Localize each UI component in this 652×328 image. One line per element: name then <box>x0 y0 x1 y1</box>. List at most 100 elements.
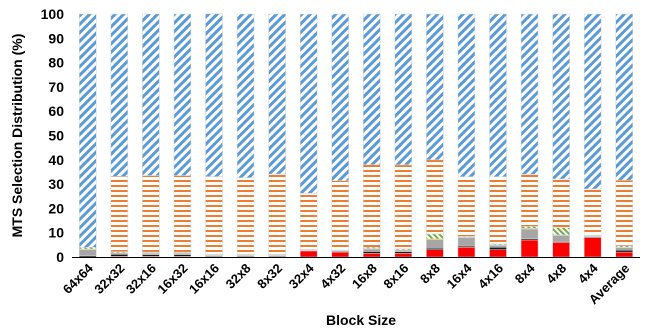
bar-segment-series-2 <box>394 251 413 254</box>
bar-segment-series-6 <box>142 175 160 253</box>
bar-segment-series-3 <box>363 248 381 252</box>
x-tick-label: 8x4 <box>512 260 538 286</box>
x-tick-label: 4x8 <box>543 261 569 287</box>
bar-segment-series-2 <box>110 254 129 257</box>
x-tick-label: 4x4 <box>575 260 601 286</box>
x-tick-label: 32x32 <box>91 261 127 297</box>
x-tick-label: 16x8 <box>349 261 380 292</box>
y-tick-label: 20 <box>48 200 64 216</box>
y-tick-label: 70 <box>48 79 64 95</box>
y-tick-label: 40 <box>48 152 64 168</box>
bar-segment-series-6 <box>426 159 444 235</box>
bar-segment-series-6 <box>552 178 570 228</box>
y-tick-label: 10 <box>48 225 64 241</box>
bar-segment-series-7 <box>205 13 223 177</box>
bar-segment-series-6 <box>236 177 255 255</box>
bar-stack-32x32 <box>110 13 129 258</box>
bar-stack-4x16 <box>489 13 507 258</box>
bar-stack-8x32 <box>268 13 286 258</box>
bar-segment-series-3 <box>489 245 507 248</box>
y-tick-label: 100 <box>41 6 65 22</box>
x-tick-label: 16x16 <box>186 261 222 297</box>
bar-segment-series-1 <box>520 239 539 258</box>
bar-segment-series-6 <box>615 179 633 247</box>
bar-stack-16x16 <box>205 13 223 258</box>
x-tick-label: 8x32 <box>254 261 285 292</box>
bar-stack-16x8 <box>363 13 381 258</box>
bar-stack-16x4 <box>457 13 476 258</box>
bar-segment-series-7 <box>299 13 318 194</box>
plot-area <box>79 13 633 258</box>
bar-stack-32x4 <box>299 13 318 258</box>
bar-segment-series-5 <box>520 226 539 229</box>
bar-segment-series-1 <box>331 251 349 258</box>
bar-segment-series-7 <box>236 13 255 179</box>
bar-segment-series-7 <box>79 13 97 248</box>
bar-segment-series-5 <box>552 227 570 236</box>
bar-segment-series-6 <box>583 188 602 236</box>
x-tick-label: 4x32 <box>317 261 348 292</box>
x-tick-label: 8x8 <box>417 261 443 287</box>
bar-segment-series-3 <box>552 235 570 242</box>
bar-segment-series-7 <box>552 13 570 180</box>
x-tick-label: 8x16 <box>380 261 411 292</box>
bar-segment-series-6 <box>457 176 476 237</box>
bar-segment-series-1 <box>583 237 602 258</box>
bar-stack-32x8 <box>236 13 255 258</box>
bar-stack-average <box>615 13 633 258</box>
bar-segment-series-2 <box>489 247 507 250</box>
bar-segment-series-6 <box>331 180 349 251</box>
bar-stack-32x16 <box>142 13 160 258</box>
bar-segment-series-7 <box>520 13 539 175</box>
bar-stack-8x16 <box>394 13 413 258</box>
bar-stack-4x32 <box>331 13 349 258</box>
y-axis-title: MTS Selection Distribution (%) <box>9 34 25 238</box>
bar-stack-4x8 <box>552 13 570 258</box>
bar-segment-series-6 <box>299 193 318 250</box>
bar-segment-series-2 <box>363 251 381 254</box>
bar-segment-series-2 <box>615 249 633 253</box>
bar-segment-series-6 <box>173 175 192 253</box>
y-tick-label: 30 <box>48 176 64 192</box>
bar-segment-series-6 <box>363 164 381 248</box>
bar-segment-series-7 <box>489 13 507 178</box>
x-tick-label: 16x32 <box>154 261 190 297</box>
bar-segment-series-6 <box>205 176 223 255</box>
bar-segment-series-1 <box>426 249 444 258</box>
bar-segment-series-5 <box>79 247 97 250</box>
y-tick-label: 0 <box>56 249 64 265</box>
x-tick-label: 16x4 <box>444 260 476 292</box>
bar-segment-series-7 <box>331 13 349 181</box>
bar-segment-series-1 <box>552 242 570 258</box>
bar-segment-series-7 <box>142 13 160 176</box>
bar-segment-series-7 <box>457 13 476 178</box>
x-tick-label: 32x8 <box>223 261 254 292</box>
bar-segment-series-3 <box>79 249 97 257</box>
bar-segment-series-6 <box>394 164 413 249</box>
bar-segment-series-1 <box>457 247 476 258</box>
bar-segment-series-7 <box>394 13 413 166</box>
bar-segment-series-1 <box>299 250 318 258</box>
x-axis-title: Block Size <box>326 312 396 328</box>
bar-segment-series-3 <box>615 247 633 251</box>
x-tick-label: 32x16 <box>123 261 159 297</box>
bar-segment-series-3 <box>457 237 476 247</box>
bar-segment-series-2 <box>142 254 160 257</box>
bar-segment-series-3 <box>426 239 444 249</box>
bar-segment-series-6 <box>520 174 539 227</box>
y-tick-label: 50 <box>48 128 64 144</box>
bar-segment-series-1 <box>363 253 381 258</box>
bar-stack-8x8 <box>426 13 444 258</box>
bar-segment-series-1 <box>394 253 413 258</box>
bar-segment-series-7 <box>268 13 286 175</box>
y-tick-label: 80 <box>48 55 64 71</box>
y-axis-ticks: 0 10 20 30 40 50 60 70 80 90 100 <box>41 6 65 265</box>
bar-segment-series-1 <box>489 249 507 258</box>
bar-stack-8x4 <box>520 13 539 258</box>
x-tick-label: 4x16 <box>475 261 506 292</box>
y-tick-label: 90 <box>48 30 64 46</box>
bar-segment-series-7 <box>110 13 129 177</box>
x-tick-label: 64x64 <box>60 260 97 297</box>
